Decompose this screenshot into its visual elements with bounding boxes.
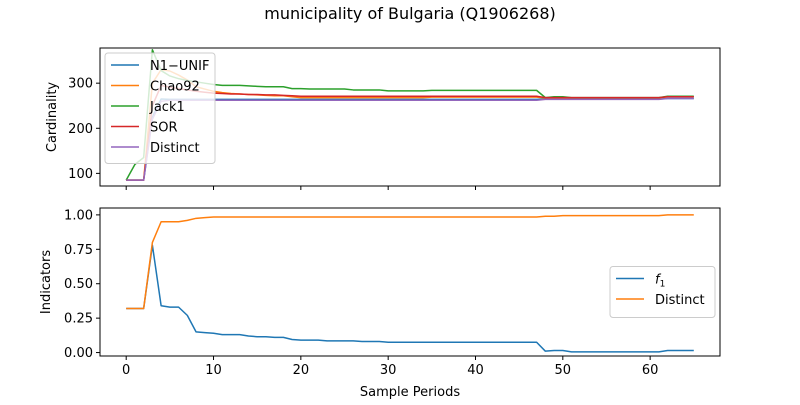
x-tick-label: 30 bbox=[380, 363, 397, 378]
indicators-y-tick-label: 0.75 bbox=[64, 243, 93, 258]
cardinality-series-line-sor bbox=[126, 84, 694, 181]
indicators-y-tick-label: 0.25 bbox=[64, 312, 93, 327]
cardinality-y-tick-label: 200 bbox=[68, 122, 93, 137]
x-tick-label: 40 bbox=[467, 363, 484, 378]
x-tick-label: 20 bbox=[293, 363, 310, 378]
indicators-legend-label-distinct: Distinct bbox=[655, 293, 705, 308]
chart-title: municipality of Bulgaria (Q1906268) bbox=[264, 4, 556, 23]
cardinality-legend-label-jack1: Jack1 bbox=[149, 100, 185, 115]
indicators-y-axis-label: Indicators bbox=[39, 250, 54, 314]
indicators-legend-label-f1: f1 bbox=[655, 273, 665, 290]
indicators-y-tick-label: 1.00 bbox=[64, 208, 93, 223]
x-axis-label: Sample Periods bbox=[360, 385, 460, 400]
indicators-y-tick-label: 0.00 bbox=[64, 346, 93, 361]
cardinality-legend-label-sor: SOR bbox=[150, 121, 178, 136]
cardinality-legend-label-n1-unif: N1−UNIF bbox=[150, 59, 209, 74]
x-tick-label: 10 bbox=[205, 363, 222, 378]
indicators-series-line-f1 bbox=[126, 244, 694, 353]
cardinality-panel: Cardinality 100 200 300 N1−UNIF Chao92 Jack1 S… bbox=[45, 47, 721, 190]
cardinality-plot-frame bbox=[99, 47, 721, 187]
cardinality-legend-label-distinct: Distinct bbox=[150, 141, 200, 156]
x-tick-label: 0 bbox=[122, 363, 130, 378]
cardinality-y-tick-label: 100 bbox=[68, 167, 93, 182]
cardinality-y-tick-label: 300 bbox=[68, 77, 93, 92]
cardinality-legend: N1−UNIF Chao92 Jack1 SOR Distinct bbox=[104, 52, 216, 164]
x-tick-label: 50 bbox=[555, 363, 572, 378]
x-tick-label: 60 bbox=[642, 363, 659, 378]
indicators-panel: Indicators 0 10 20 30 40 50 60 0.00 0.25 0.50 0.75… bbox=[39, 207, 721, 378]
indicators-series-line-distinct bbox=[126, 214, 694, 310]
cardinality-legend-frame bbox=[104, 52, 216, 164]
cardinality-legend-label-chao92: Chao92 bbox=[150, 80, 200, 95]
cardinality-y-axis-label: Cardinality bbox=[45, 82, 60, 153]
indicators-y-tick-label: 0.50 bbox=[64, 277, 93, 292]
indicators-plot-frame bbox=[99, 207, 721, 357]
indicators-legend: f1 Distinct bbox=[609, 266, 716, 318]
cardinality-series-line-distinct bbox=[126, 97, 694, 181]
indicators-legend-frame bbox=[609, 266, 716, 318]
